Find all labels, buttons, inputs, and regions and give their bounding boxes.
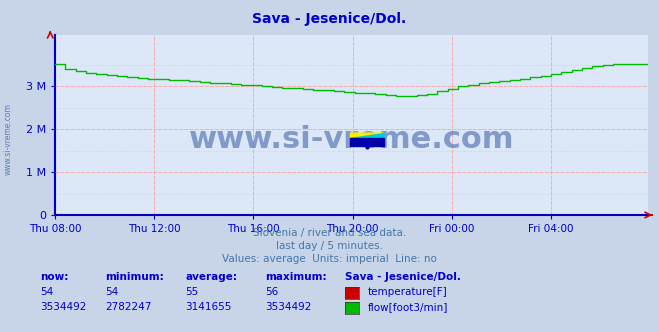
- Polygon shape: [351, 138, 384, 145]
- Text: 54: 54: [105, 287, 118, 297]
- Text: 56: 56: [265, 287, 278, 297]
- Text: maximum:: maximum:: [265, 272, 327, 282]
- Polygon shape: [351, 133, 384, 138]
- Text: flow[foot3/min]: flow[foot3/min]: [368, 302, 448, 312]
- Text: temperature[F]: temperature[F]: [368, 287, 447, 297]
- Text: 3141655: 3141655: [185, 302, 231, 312]
- Polygon shape: [351, 133, 384, 138]
- Text: www.si-vreme.com: www.si-vreme.com: [188, 125, 514, 154]
- Text: average:: average:: [185, 272, 237, 282]
- Text: Slovenia / river and sea data.: Slovenia / river and sea data.: [253, 228, 406, 238]
- Text: Values: average  Units: imperial  Line: no: Values: average Units: imperial Line: no: [222, 254, 437, 264]
- Text: Sava - Jesenice/Dol.: Sava - Jesenice/Dol.: [252, 12, 407, 26]
- Text: minimum:: minimum:: [105, 272, 163, 282]
- Text: www.si-vreme.com: www.si-vreme.com: [3, 104, 13, 175]
- Text: now:: now:: [40, 272, 69, 282]
- Text: 2782247: 2782247: [105, 302, 152, 312]
- Text: last day / 5 minutes.: last day / 5 minutes.: [276, 241, 383, 251]
- Text: 3534492: 3534492: [265, 302, 311, 312]
- Text: 3534492: 3534492: [40, 302, 86, 312]
- Text: 55: 55: [185, 287, 198, 297]
- Text: 54: 54: [40, 287, 53, 297]
- Text: Sava - Jesenice/Dol.: Sava - Jesenice/Dol.: [345, 272, 461, 282]
